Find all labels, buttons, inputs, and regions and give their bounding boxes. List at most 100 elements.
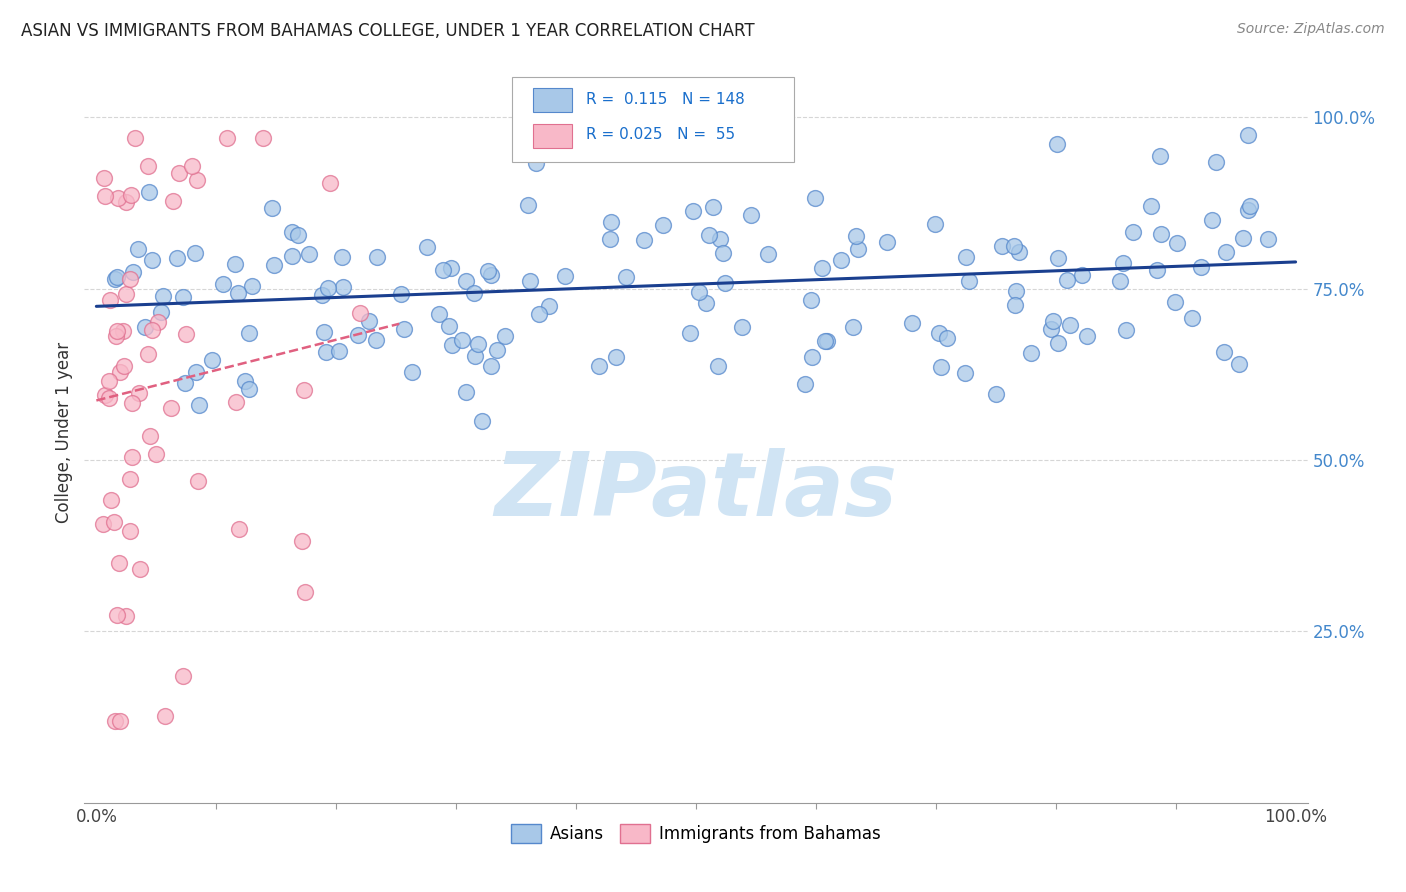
Point [114,287,136,301]
Point [456,274,478,288]
Point [134,320,156,334]
Point [1008,245,1031,260]
Point [846,242,869,256]
Point [1150,227,1173,241]
Point [986,386,1008,401]
Point [486,343,509,357]
Point [107,556,129,570]
Point [180,159,202,173]
Point [262,201,284,215]
Text: R =  0.115   N = 148: R = 0.115 N = 148 [586,92,745,107]
Point [110,714,132,728]
Point [124,131,146,145]
Point [280,225,302,239]
Point [312,326,335,340]
Point [349,306,371,320]
Point [678,83,700,97]
Point [201,353,224,368]
FancyBboxPatch shape [533,124,572,147]
Point [240,278,263,293]
Point [174,327,197,342]
Point [100,293,122,308]
Point [328,344,350,359]
Point [366,334,388,348]
FancyBboxPatch shape [513,78,794,162]
Point [688,285,710,300]
Point [479,359,502,374]
Point [389,286,412,301]
Point [588,359,610,373]
Point [225,394,247,409]
Point [527,307,550,321]
Point [184,365,207,379]
Point [1189,260,1212,275]
Point [702,201,724,215]
Point [292,383,315,397]
Point [138,186,160,200]
Point [187,398,209,412]
Point [294,585,316,599]
Point [815,334,838,348]
Point [1237,128,1260,142]
Point [233,374,256,388]
Point [120,188,142,202]
Point [105,325,128,339]
Point [1166,235,1188,250]
Point [280,249,302,263]
Point [298,246,321,260]
Point [1239,199,1261,213]
Point [953,366,976,380]
Point [524,156,547,170]
Point [467,336,489,351]
Point [1076,329,1098,343]
Point [439,260,461,275]
Point [91,517,114,532]
Point [1140,199,1163,213]
Point [1047,335,1070,350]
Point [731,320,754,334]
Point [454,385,477,400]
Point [679,326,702,340]
Point [366,250,388,264]
Point [554,269,576,284]
Point [160,401,183,415]
Point [332,279,354,293]
Point [104,714,127,728]
Point [186,173,208,187]
Point [184,246,207,260]
Point [136,347,159,361]
Point [740,208,762,222]
Point [1059,318,1081,332]
Point [935,331,957,345]
Point [226,285,249,300]
Point [416,240,439,254]
Point [118,524,141,538]
Point [287,228,309,243]
Point [212,277,235,291]
Point [1229,357,1251,371]
Point [599,214,621,228]
Point [1109,274,1132,288]
Point [98,391,121,405]
Point [105,608,128,623]
Point [1056,273,1078,287]
Point [105,270,128,285]
Point [811,261,834,276]
Point [1237,203,1260,218]
Point [800,293,823,307]
Text: Source: ZipAtlas.com: Source: ZipAtlas.com [1237,22,1385,37]
Point [842,320,865,334]
Point [1042,314,1064,328]
Point [1212,345,1234,359]
Point [800,350,823,364]
Point [1002,239,1025,253]
Point [1005,285,1028,299]
Point [162,194,184,209]
Point [111,325,134,339]
Point [477,264,499,278]
Point [93,171,115,186]
Point [1112,256,1135,270]
Point [118,271,141,285]
Point [711,245,734,260]
Point [714,277,737,291]
